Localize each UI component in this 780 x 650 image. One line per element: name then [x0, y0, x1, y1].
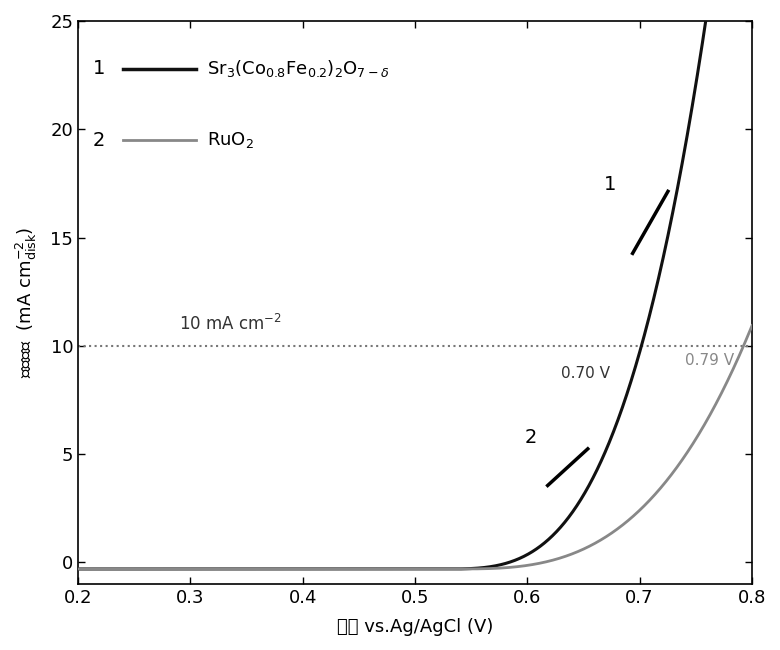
Text: Sr$_3$(Co$_{0.8}$Fe$_{0.2}$)$_2$O$_{7-\delta}$: Sr$_3$(Co$_{0.8}$Fe$_{0.2}$)$_2$O$_{7-\d… [207, 58, 390, 79]
Text: 1: 1 [604, 175, 616, 194]
Text: 2: 2 [93, 131, 105, 150]
Text: 0.70 V: 0.70 V [561, 367, 610, 382]
Text: 0.79 V: 0.79 V [685, 354, 734, 369]
Y-axis label: 电流密度  (mA cm$^{-2}_{\mathregular{disk}}$): 电流密度 (mA cm$^{-2}_{\mathregular{disk}}$) [14, 227, 39, 378]
X-axis label: 电压 vs.Ag/AgCl (V): 电压 vs.Ag/AgCl (V) [337, 618, 493, 636]
Text: 1: 1 [93, 59, 105, 78]
Text: 2: 2 [525, 428, 537, 447]
Text: 10 mA cm$^{-2}$: 10 mA cm$^{-2}$ [179, 314, 282, 334]
Text: RuO$_2$: RuO$_2$ [207, 130, 254, 150]
